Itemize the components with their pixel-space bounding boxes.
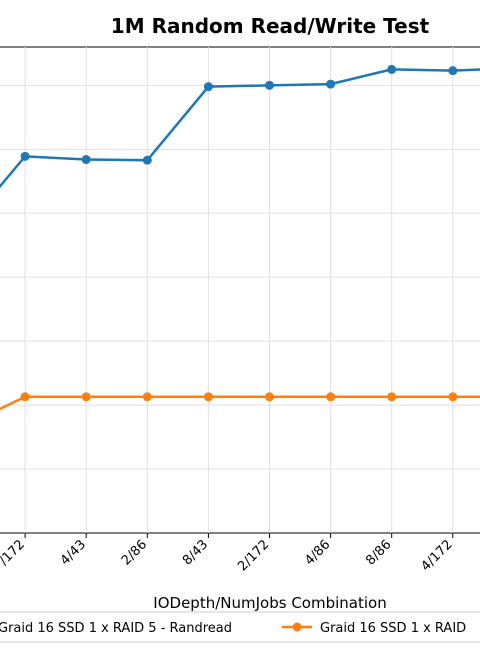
- series-line: [0, 395, 480, 411]
- data-point: [326, 79, 336, 89]
- x-tick-label: /172: [0, 537, 28, 568]
- x-axis-label: IODepth/NumJobs Combination: [153, 594, 386, 612]
- data-point: [326, 392, 336, 402]
- data-point: [203, 392, 213, 402]
- data-point: [20, 151, 30, 161]
- chart-title: 1M Random Read/Write Test: [111, 14, 430, 38]
- x-tick-label: 4/86: [302, 537, 333, 568]
- data-point: [81, 392, 91, 402]
- data-point: [203, 82, 213, 92]
- legend-box: [0, 611, 480, 643]
- x-tick-label: 2/86: [119, 537, 150, 568]
- data-point: [142, 155, 152, 165]
- data-point: [448, 66, 458, 76]
- data-point: [387, 392, 397, 402]
- x-tick-label: 4/43: [58, 537, 89, 568]
- x-tick-label: 4/172: [419, 537, 456, 574]
- data-point: [265, 80, 274, 90]
- data-point: [81, 155, 91, 165]
- legend-label: Graid 16 SSD 1 x RAID: [320, 621, 466, 636]
- data-point: [20, 392, 30, 402]
- legend-marker: [292, 622, 302, 632]
- data-point: [448, 392, 458, 402]
- data-point: [387, 64, 397, 74]
- data-point: [265, 392, 274, 402]
- plot-frame: [0, 46, 480, 534]
- x-tick-label: 8/86: [363, 537, 394, 568]
- x-tick-label: 8/43: [180, 537, 211, 568]
- data-point: [142, 392, 152, 402]
- x-tick-label: 2/172: [235, 537, 272, 574]
- series-line: [0, 68, 480, 189]
- legend-label: Graid 16 SSD 1 x RAID 5 - Randread: [0, 621, 232, 636]
